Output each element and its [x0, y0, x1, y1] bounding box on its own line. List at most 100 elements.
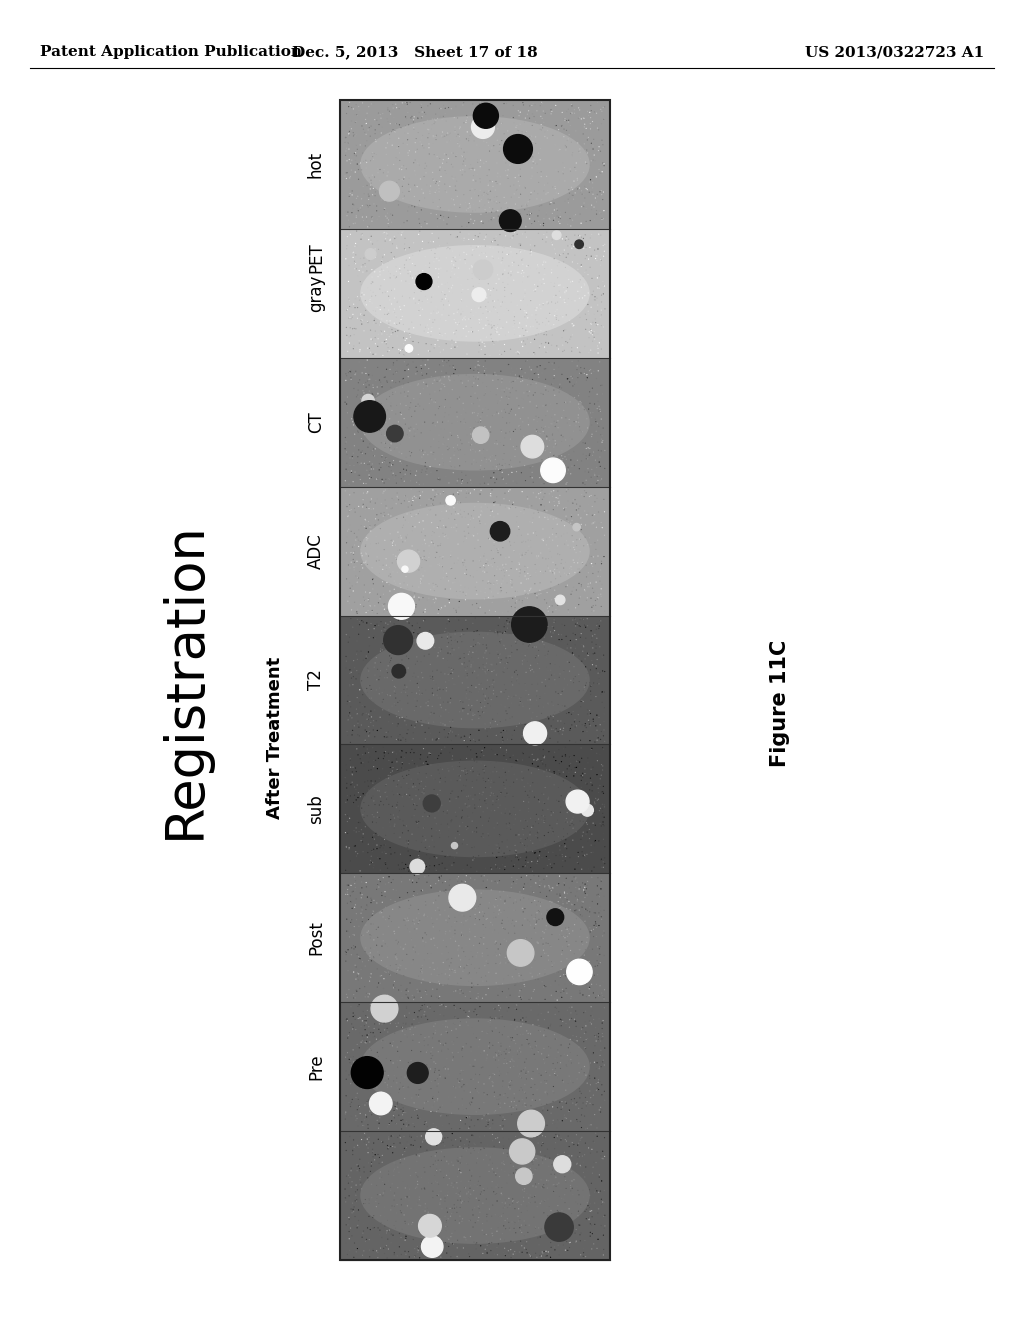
Point	[522, 876, 539, 898]
Point	[522, 598, 539, 619]
Point	[524, 372, 541, 393]
Point	[537, 306, 553, 327]
Point	[560, 1051, 577, 1072]
Point	[377, 1060, 393, 1081]
Point	[354, 496, 371, 517]
Point	[466, 935, 482, 956]
Point	[350, 688, 367, 709]
Point	[538, 1061, 554, 1082]
Point	[354, 442, 371, 463]
Point	[342, 690, 358, 711]
Point	[530, 1111, 547, 1133]
Point	[462, 197, 478, 218]
Point	[481, 426, 498, 447]
Point	[430, 267, 446, 288]
Point	[509, 1098, 525, 1119]
Point	[496, 969, 512, 990]
Point	[447, 359, 464, 380]
Circle shape	[507, 940, 534, 966]
Point	[454, 631, 470, 652]
Point	[556, 883, 572, 904]
Point	[453, 160, 469, 181]
Point	[419, 1204, 435, 1225]
Point	[499, 653, 515, 675]
Point	[497, 1238, 513, 1259]
Point	[508, 660, 524, 681]
Point	[481, 1160, 498, 1181]
Point	[511, 519, 527, 540]
Point	[514, 620, 530, 642]
Point	[459, 106, 475, 127]
Point	[462, 723, 478, 744]
Point	[584, 861, 600, 882]
Point	[506, 892, 522, 913]
Point	[559, 1045, 575, 1067]
Point	[383, 529, 399, 550]
Point	[441, 438, 458, 459]
Point	[507, 119, 523, 140]
Point	[357, 290, 374, 312]
Point	[433, 569, 450, 590]
Point	[412, 240, 428, 261]
Point	[355, 288, 372, 309]
Point	[444, 958, 461, 979]
Point	[443, 812, 460, 833]
Point	[452, 1063, 468, 1084]
Point	[447, 1129, 464, 1150]
Point	[346, 873, 362, 894]
Point	[429, 368, 445, 389]
Point	[581, 562, 597, 583]
Point	[508, 180, 524, 201]
Point	[428, 205, 444, 226]
Point	[353, 412, 370, 433]
Point	[579, 1064, 595, 1085]
Point	[413, 771, 429, 792]
Point	[517, 145, 534, 166]
Point	[414, 96, 430, 117]
Point	[406, 939, 422, 960]
Point	[518, 227, 535, 248]
Point	[582, 553, 598, 574]
Point	[371, 876, 387, 898]
Point	[564, 1134, 581, 1155]
Point	[350, 436, 367, 457]
Point	[566, 1088, 583, 1109]
Point	[392, 739, 409, 760]
Point	[469, 583, 485, 605]
Point	[422, 997, 438, 1018]
Point	[367, 1026, 383, 1047]
Point	[472, 440, 488, 461]
Point	[583, 768, 599, 789]
Point	[575, 107, 592, 128]
Point	[549, 875, 565, 896]
Point	[410, 763, 426, 784]
Point	[411, 748, 427, 770]
Point	[546, 561, 562, 582]
Point	[553, 1177, 569, 1199]
Point	[528, 902, 545, 923]
Point	[388, 235, 404, 256]
Point	[378, 853, 394, 874]
Point	[505, 1047, 521, 1068]
Point	[507, 194, 523, 215]
Point	[358, 1012, 375, 1034]
Point	[569, 871, 586, 892]
Point	[510, 1191, 526, 1212]
Point	[564, 180, 581, 201]
Point	[507, 99, 523, 120]
Point	[432, 1193, 449, 1214]
Point	[342, 359, 358, 380]
Point	[460, 513, 476, 535]
Point	[583, 715, 599, 737]
Point	[385, 1105, 401, 1126]
Point	[404, 576, 421, 597]
Point	[492, 1212, 508, 1233]
Point	[475, 213, 492, 234]
Point	[469, 624, 485, 645]
Point	[548, 1065, 564, 1086]
Point	[536, 252, 552, 273]
Point	[589, 1118, 605, 1139]
Point	[489, 234, 506, 255]
Point	[449, 143, 465, 164]
Point	[393, 428, 410, 449]
